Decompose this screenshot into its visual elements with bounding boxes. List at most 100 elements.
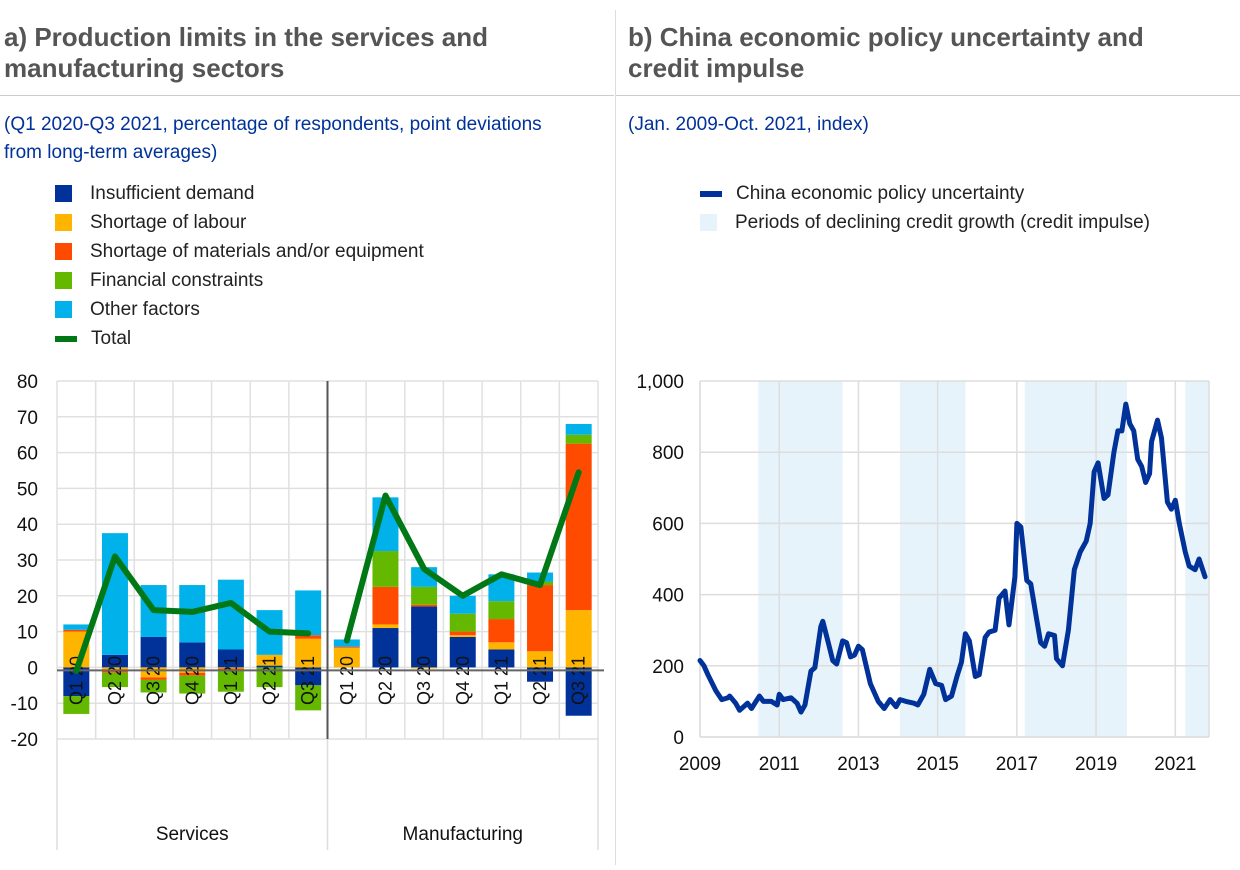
- y-tick-label: 1,000: [636, 372, 684, 393]
- x-tick-label: Q1 21: [491, 656, 511, 705]
- y-tick-label: 70: [17, 408, 38, 429]
- bar-segment: [140, 677, 167, 680]
- x-tick-label: Q2 21: [260, 656, 280, 705]
- panel-b-legend: China economic policy uncertainty Periods…: [700, 179, 1150, 237]
- legend-swatch: [55, 243, 72, 260]
- bar-segment: [372, 551, 399, 587]
- bar-segment: [411, 606, 438, 668]
- legend-label: Shortage of labour: [90, 211, 247, 233]
- panel-separator: [615, 10, 616, 865]
- bar-segment: [449, 595, 476, 614]
- y-tick-label: 20: [17, 587, 38, 608]
- x-tick-label: 2013: [837, 754, 879, 775]
- bar-segment: [295, 635, 322, 639]
- legend-line-swatch: [700, 190, 722, 197]
- bar-segment: [449, 636, 476, 668]
- panel-a-divider: [0, 95, 614, 96]
- bar-segment: [411, 604, 438, 607]
- bar-segment: [488, 649, 515, 668]
- bar-segment: [527, 585, 554, 652]
- panel-a-title-line2: manufacturing sectors: [4, 53, 285, 83]
- legend-line-swatch: [55, 335, 77, 342]
- legend-label: Other factors: [90, 298, 200, 320]
- bar-segment: [295, 638, 322, 668]
- bar-segment: [295, 667, 322, 686]
- y-tick-label: 400: [652, 586, 684, 607]
- y-tick-label: 600: [652, 514, 684, 535]
- y-tick-label: 80: [17, 372, 38, 393]
- legend-swatch: [55, 185, 72, 202]
- bar-segment: [333, 647, 360, 668]
- legend-label: Periods of declining credit growth (cred…: [735, 211, 1151, 233]
- bar-segment: [217, 579, 244, 650]
- legend-label: Shortage of materials and/or equipment: [90, 240, 424, 262]
- y-tick-label: 0: [673, 728, 684, 749]
- x-tick-label: Q2 20: [375, 656, 395, 705]
- bar-segment: [140, 667, 167, 678]
- bar-segment: [101, 654, 128, 668]
- x-tick-label: Q1 20: [66, 656, 86, 705]
- bar-segment: [217, 670, 244, 692]
- bar-segment: [449, 635, 476, 637]
- bar-segment: [63, 629, 90, 632]
- bar-segment: [256, 654, 283, 666]
- x-tick-label: 2019: [1075, 754, 1117, 775]
- bar-segment: [217, 668, 244, 671]
- bar-segment: [565, 610, 592, 668]
- panel-a-title: a) Production limits in the services and…: [4, 22, 488, 84]
- legend-label: Total: [91, 327, 132, 349]
- x-tick-label: Q2 20: [105, 656, 125, 705]
- x-tick-label: Q2 21: [530, 656, 550, 705]
- panel-b-title: b) China economic policy uncertainty and…: [628, 22, 1144, 84]
- y-tick-label: 200: [652, 657, 684, 678]
- bar-segment: [179, 675, 206, 694]
- bar-segment: [372, 628, 399, 668]
- bar-segment: [179, 672, 206, 676]
- panel-a-subtitle-line1: (Q1 2020-Q3 2021, percentage of responde…: [4, 114, 542, 135]
- legend-item: Other factors: [55, 295, 424, 324]
- y-tick-label: -10: [11, 694, 38, 715]
- panel-a-title-line1: a) Production limits in the services and: [4, 22, 489, 52]
- bar-segment: [63, 696, 90, 714]
- x-tick-label: 2009: [679, 754, 721, 775]
- x-tick-label: Q3 20: [414, 656, 434, 705]
- bar-segment: [256, 667, 283, 688]
- y-tick-label: 40: [17, 515, 38, 536]
- x-tick-label: 2017: [996, 754, 1038, 775]
- legend-item-uncertainty: China economic policy uncertainty: [700, 179, 1150, 208]
- bar-segment: [333, 646, 360, 648]
- shaded-period: [758, 381, 843, 737]
- legend-shade-swatch: [700, 214, 717, 231]
- legend-item: Financial constraints: [55, 266, 424, 295]
- bar-segment: [565, 667, 592, 716]
- bar-segment: [488, 601, 515, 620]
- x-tick-label: 2011: [759, 754, 800, 775]
- bar-segment: [101, 667, 128, 671]
- x-tick-label: Q3 20: [144, 656, 164, 705]
- y-tick-label: 10: [17, 623, 38, 644]
- panel-b-divider: [616, 95, 1240, 96]
- bar-segment: [217, 667, 244, 669]
- bar-segment: [140, 679, 167, 693]
- panel-a-subtitle: (Q1 2020-Q3 2021, percentage of responde…: [4, 111, 542, 167]
- legend-swatch: [55, 301, 72, 318]
- x-tick-label: Q1 20: [337, 656, 357, 705]
- x-tick-label: Q1 21: [221, 656, 241, 705]
- legend-swatch: [55, 214, 72, 231]
- bar-segment: [411, 667, 438, 669]
- x-tick-label: Q3 21: [298, 656, 318, 705]
- legend-item: Shortage of labour: [55, 208, 424, 237]
- legend-item: Shortage of materials and/or equipment: [55, 237, 424, 266]
- legend-item: Insufficient demand: [55, 179, 424, 208]
- panel-a-legend: Insufficient demand Shortage of labour Sho…: [55, 179, 424, 353]
- bar-segment: [140, 636, 167, 668]
- x-tick-label: 2021: [1154, 754, 1196, 775]
- bar-segment: [411, 586, 438, 605]
- panel-b-subtitle: (Jan. 2009-Oct. 2021, index): [628, 114, 869, 135]
- total-line: [343, 469, 582, 644]
- legend-item-total: Total: [55, 324, 424, 353]
- bar-segment: [101, 670, 128, 673]
- bar-segment: [372, 624, 399, 629]
- bar-segment: [488, 619, 515, 643]
- uncertainty-line: [697, 401, 1208, 715]
